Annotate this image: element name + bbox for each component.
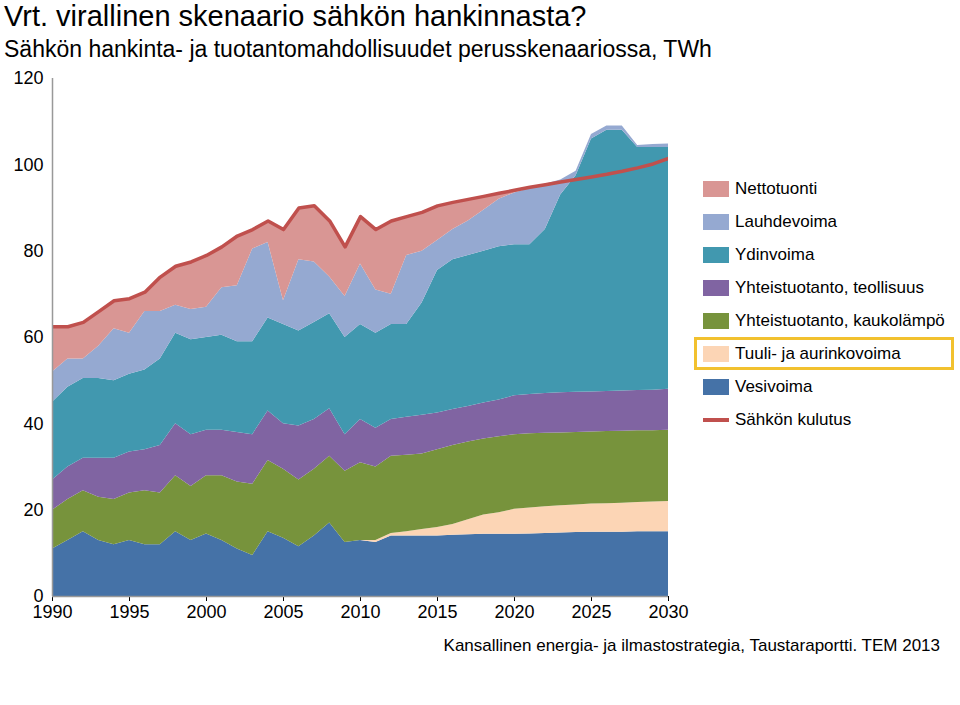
svg-text:40: 40 xyxy=(23,414,43,434)
svg-text:120: 120 xyxy=(13,68,43,88)
svg-text:0: 0 xyxy=(33,586,44,607)
svg-text:80: 80 xyxy=(23,241,43,261)
html-text:Yhteistuotanto, kaukolämpö: Yhteistuotanto, kaukolämpö xyxy=(735,310,945,330)
html-text:Vesivoima: Vesivoima xyxy=(735,376,813,396)
svg-text:2010: 2010 xyxy=(340,602,380,622)
html-text:Lauhdevoima: Lauhdevoima xyxy=(735,211,838,231)
svg-text:2020: 2020 xyxy=(494,602,534,622)
html-text:Sähkön hankinta- ja tuotantoma: Sähkön hankinta- ja tuotantomahdollisuud… xyxy=(4,36,712,62)
svg-text:2015: 2015 xyxy=(417,602,457,622)
html-text:Ydinvoima: Ydinvoima xyxy=(735,244,815,264)
html-text:Yhteistuotanto, teollisuus: Yhteistuotanto, teollisuus xyxy=(735,277,924,297)
svg-text:60: 60 xyxy=(23,327,43,347)
html-text:Sähkön kulutus: Sähkön kulutus xyxy=(735,409,852,429)
html-text:Nettotuonti: Nettotuonti xyxy=(735,178,818,198)
svg-text:2005: 2005 xyxy=(263,602,303,622)
html-text:Tuuli- ja aurinkovoima: Tuuli- ja aurinkovoima xyxy=(735,343,901,363)
svg-text:1990: 1990 xyxy=(32,602,72,622)
svg-text:1995: 1995 xyxy=(109,602,149,622)
svg-text:20: 20 xyxy=(23,500,43,520)
svg-text:2000: 2000 xyxy=(186,602,226,622)
svg-text:2030: 2030 xyxy=(648,602,688,622)
html-text:Vrt. virallinen skenaario sähk: Vrt. virallinen skenaario sähkön hankinn… xyxy=(4,0,587,32)
html-text:Kansallinen energia- ja ilmast: Kansallinen energia- ja ilmastostrategia… xyxy=(443,636,940,655)
svg-text:2025: 2025 xyxy=(571,602,611,622)
svg-text:100: 100 xyxy=(13,155,43,175)
